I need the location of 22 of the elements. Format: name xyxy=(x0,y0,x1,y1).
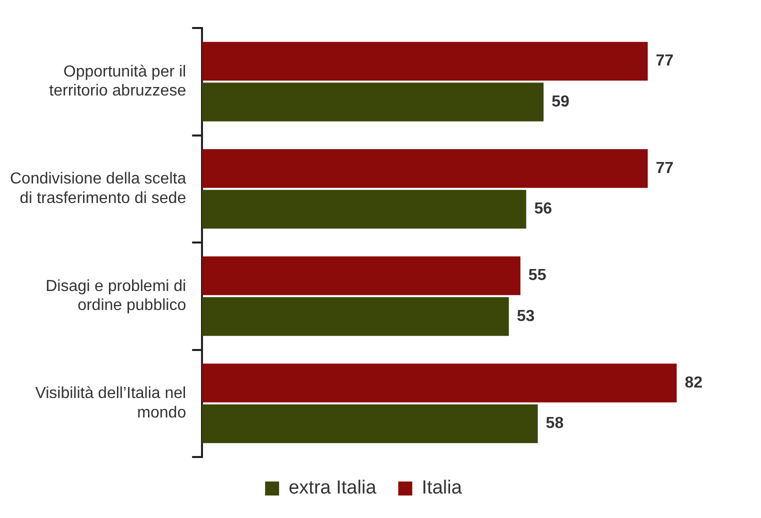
data-label: 56 xyxy=(534,200,552,218)
data-label: 82 xyxy=(684,374,703,392)
legend-label: Italia xyxy=(422,478,462,499)
bar xyxy=(202,42,648,81)
bar xyxy=(202,404,538,444)
y-tick-label: Disagi e problemi di ordine pubblico xyxy=(46,278,186,314)
y-tick-label: Condivisione della scelta di trasferimento di sede xyxy=(10,170,186,207)
bar xyxy=(202,149,648,188)
data-label: 59 xyxy=(552,93,570,110)
legend-label: extra Italia xyxy=(288,478,377,499)
bar xyxy=(202,82,544,122)
data-label: 58 xyxy=(546,415,564,432)
data-label: 77 xyxy=(656,52,674,70)
data-label: 55 xyxy=(528,267,546,284)
data-label: 53 xyxy=(516,308,535,325)
bar xyxy=(202,190,526,229)
bar xyxy=(202,256,520,296)
bar xyxy=(202,297,509,336)
data-label: 77 xyxy=(656,160,674,177)
bar xyxy=(202,364,677,402)
y-tick-label: Visibilità dell’Italia nel mondo xyxy=(35,385,186,422)
y-tick-label: Opportunità per il territorio abruzzese xyxy=(49,63,186,100)
